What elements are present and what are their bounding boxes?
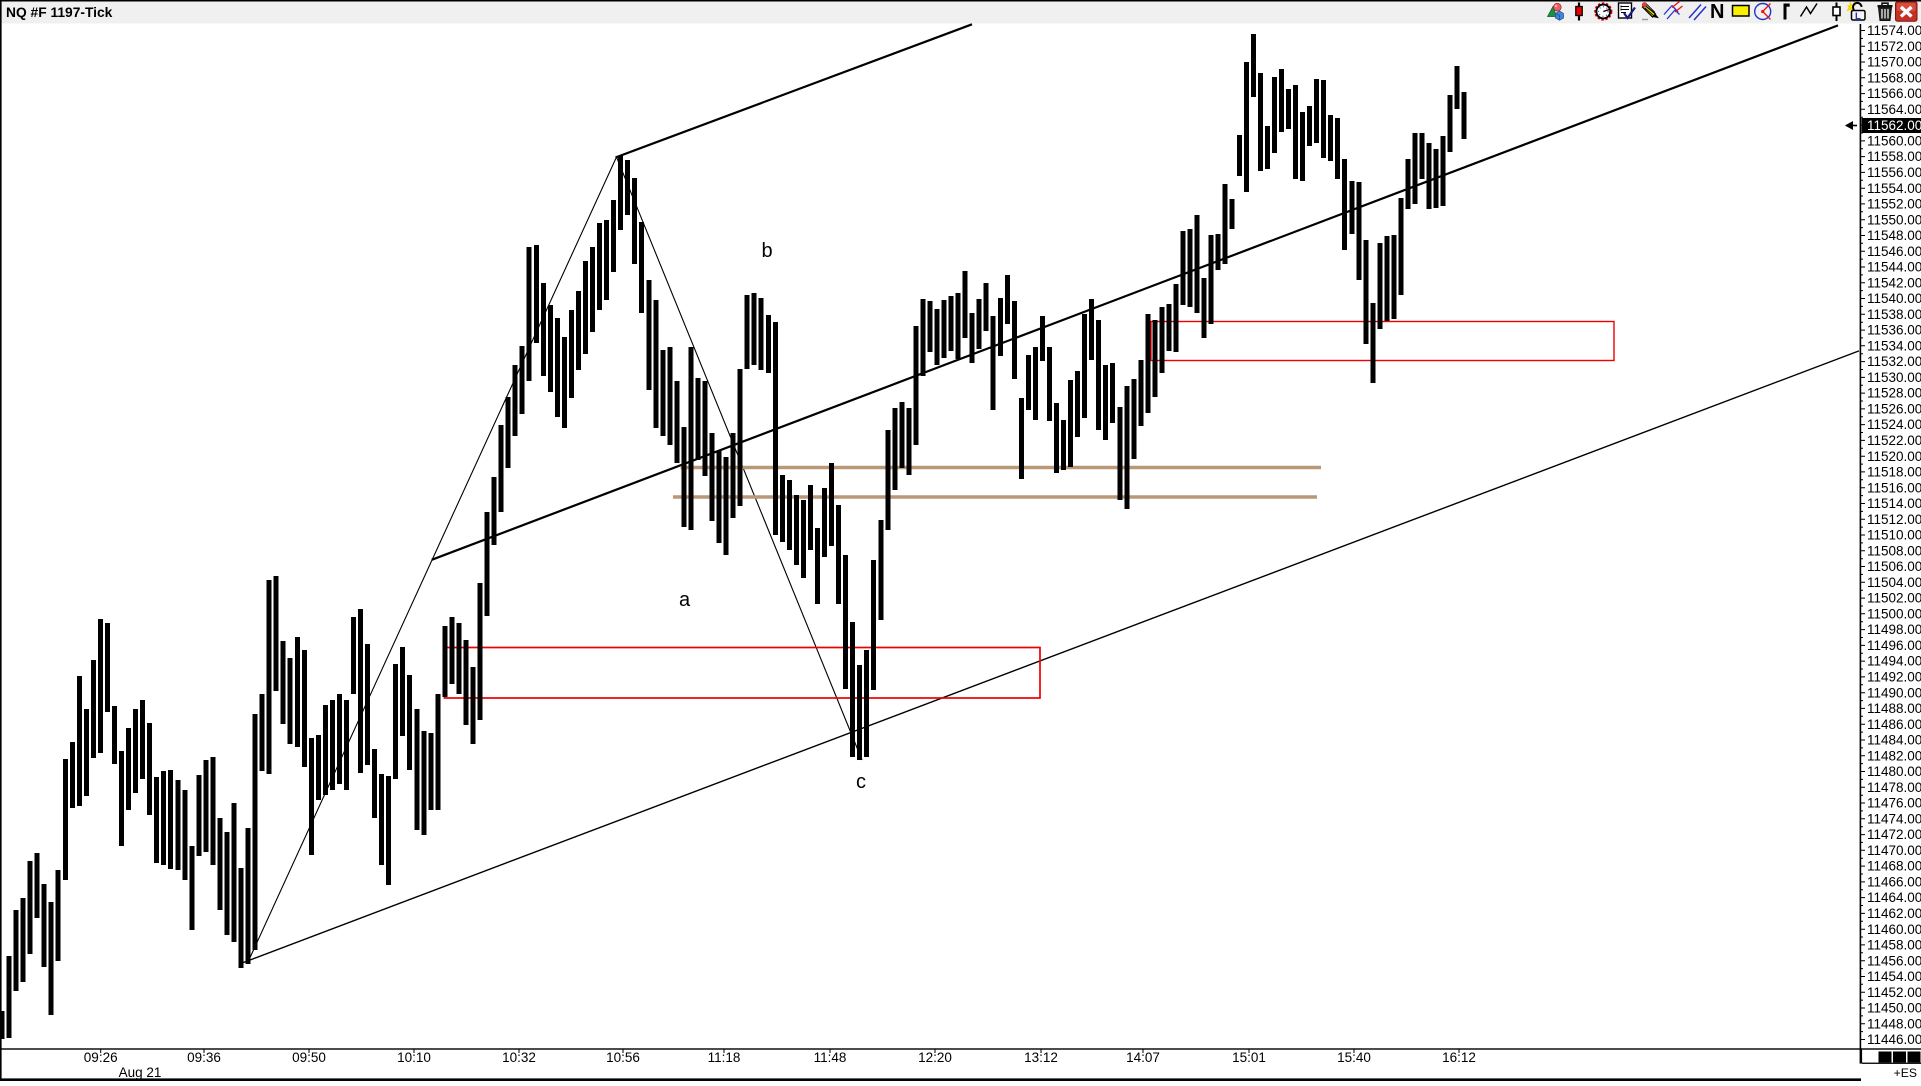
svg-text:L: L xyxy=(1855,11,1861,22)
svg-text:a: a xyxy=(679,589,691,611)
svg-text:11500.00: 11500.00 xyxy=(1867,606,1921,621)
svg-text:11448.00: 11448.00 xyxy=(1867,1016,1921,1031)
svg-text:11468.00: 11468.00 xyxy=(1867,859,1921,874)
svg-text:14:07: 14:07 xyxy=(1126,1050,1160,1065)
svg-text:11470.00: 11470.00 xyxy=(1867,843,1921,858)
svg-text:NQ #F 1197-Tick: NQ #F 1197-Tick xyxy=(6,5,113,20)
svg-text:11504.00: 11504.00 xyxy=(1867,575,1921,590)
svg-text:11526.00: 11526.00 xyxy=(1867,402,1921,417)
svg-text:11562.00: 11562.00 xyxy=(1867,118,1921,133)
svg-text:11474.00: 11474.00 xyxy=(1867,811,1921,826)
svg-text:11550.00: 11550.00 xyxy=(1867,212,1921,227)
svg-text:11512.00: 11512.00 xyxy=(1867,512,1921,527)
svg-text:11494.00: 11494.00 xyxy=(1867,654,1921,669)
svg-text:11574.00: 11574.00 xyxy=(1867,23,1921,38)
svg-text:11492.00: 11492.00 xyxy=(1867,670,1921,685)
svg-text:09:36: 09:36 xyxy=(187,1050,221,1065)
svg-text:15:01: 15:01 xyxy=(1232,1050,1266,1065)
svg-text:b: b xyxy=(762,240,773,262)
svg-text:11544.00: 11544.00 xyxy=(1867,260,1921,275)
svg-text:11534.00: 11534.00 xyxy=(1867,338,1921,353)
svg-text:11518.00: 11518.00 xyxy=(1867,465,1921,480)
svg-text:11:18: 11:18 xyxy=(708,1050,741,1065)
svg-text:Aug 21: Aug 21 xyxy=(119,1065,162,1080)
svg-text:11516.00: 11516.00 xyxy=(1867,480,1921,495)
svg-text:11498.00: 11498.00 xyxy=(1867,622,1921,637)
svg-text:11446.00: 11446.00 xyxy=(1867,1032,1921,1047)
svg-text:15:40: 15:40 xyxy=(1337,1050,1371,1065)
svg-text:11528.00: 11528.00 xyxy=(1867,386,1921,401)
svg-text:11558.00: 11558.00 xyxy=(1867,149,1921,164)
svg-text:10:32: 10:32 xyxy=(502,1050,536,1065)
svg-text:11520.00: 11520.00 xyxy=(1867,449,1921,464)
svg-text:11514.00: 11514.00 xyxy=(1867,496,1921,511)
svg-text:11452.00: 11452.00 xyxy=(1867,985,1921,1000)
svg-text:09:50: 09:50 xyxy=(292,1050,326,1065)
svg-text:11480.00: 11480.00 xyxy=(1867,764,1921,779)
svg-text:11456.00: 11456.00 xyxy=(1867,953,1921,968)
svg-text:11546.00: 11546.00 xyxy=(1867,244,1921,259)
svg-text:11560.00: 11560.00 xyxy=(1867,134,1921,149)
svg-text:16:12: 16:12 xyxy=(1442,1050,1476,1065)
svg-text:11548.00: 11548.00 xyxy=(1867,228,1921,243)
svg-text:11510.00: 11510.00 xyxy=(1867,528,1921,543)
svg-text:11476.00: 11476.00 xyxy=(1867,796,1921,811)
svg-text:c: c xyxy=(856,771,866,793)
svg-text:11522.00: 11522.00 xyxy=(1867,433,1921,448)
svg-text:11496.00: 11496.00 xyxy=(1867,638,1921,653)
svg-text:11482.00: 11482.00 xyxy=(1867,748,1921,763)
svg-text:11488.00: 11488.00 xyxy=(1867,701,1921,716)
svg-text:11502.00: 11502.00 xyxy=(1867,591,1921,606)
svg-text:11552.00: 11552.00 xyxy=(1867,197,1921,212)
svg-text:11542.00: 11542.00 xyxy=(1867,275,1921,290)
svg-text:11572.00: 11572.00 xyxy=(1867,39,1921,54)
svg-text:11:48: 11:48 xyxy=(814,1050,847,1065)
svg-text:11540.00: 11540.00 xyxy=(1867,291,1921,306)
svg-text:11536.00: 11536.00 xyxy=(1867,323,1921,338)
svg-text:11566.00: 11566.00 xyxy=(1867,86,1921,101)
svg-text:11564.00: 11564.00 xyxy=(1867,102,1921,117)
svg-text:09:26: 09:26 xyxy=(84,1050,118,1065)
svg-text:11458.00: 11458.00 xyxy=(1867,938,1921,953)
svg-text:10:10: 10:10 xyxy=(397,1050,431,1065)
svg-text:11450.00: 11450.00 xyxy=(1867,1001,1921,1016)
svg-text:13:12: 13:12 xyxy=(1024,1050,1058,1065)
svg-text:+ES: +ES xyxy=(1894,1066,1917,1080)
svg-text:11460.00: 11460.00 xyxy=(1867,922,1921,937)
svg-text:11530.00: 11530.00 xyxy=(1867,370,1921,385)
svg-text:11538.00: 11538.00 xyxy=(1867,307,1921,322)
svg-text:11570.00: 11570.00 xyxy=(1867,55,1921,70)
svg-text:11472.00: 11472.00 xyxy=(1867,827,1921,842)
svg-text:N: N xyxy=(1710,1,1724,23)
svg-text:11484.00: 11484.00 xyxy=(1867,733,1921,748)
svg-text:11508.00: 11508.00 xyxy=(1867,543,1921,558)
svg-text:11464.00: 11464.00 xyxy=(1867,890,1921,905)
svg-text:11556.00: 11556.00 xyxy=(1867,165,1921,180)
svg-text:11490.00: 11490.00 xyxy=(1867,685,1921,700)
svg-text:11524.00: 11524.00 xyxy=(1867,417,1921,432)
svg-text:11466.00: 11466.00 xyxy=(1867,875,1921,890)
svg-text:11554.00: 11554.00 xyxy=(1867,181,1921,196)
svg-text:11486.00: 11486.00 xyxy=(1867,717,1921,732)
svg-text:11532.00: 11532.00 xyxy=(1867,354,1921,369)
svg-text:11506.00: 11506.00 xyxy=(1867,559,1921,574)
svg-text:11454.00: 11454.00 xyxy=(1867,969,1921,984)
svg-text:12:20: 12:20 xyxy=(918,1050,952,1065)
svg-text:11478.00: 11478.00 xyxy=(1867,780,1921,795)
svg-text:11462.00: 11462.00 xyxy=(1867,906,1921,921)
svg-text:10:56: 10:56 xyxy=(606,1050,640,1065)
svg-text:11568.00: 11568.00 xyxy=(1867,70,1921,85)
